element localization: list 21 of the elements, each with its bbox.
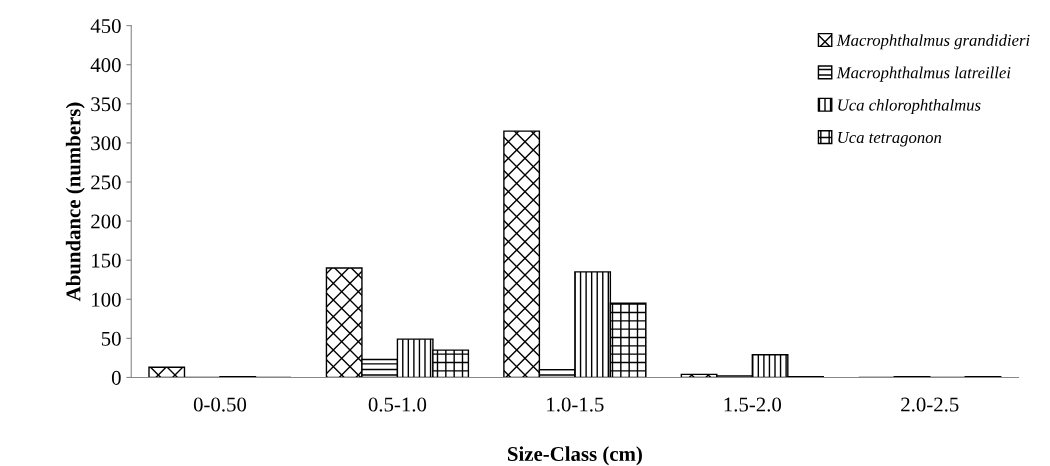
y-tick-label: 400 bbox=[90, 58, 121, 73]
legend-label: Uca chlorophthalmus bbox=[838, 98, 981, 115]
x-tick-label: 0-0.50 bbox=[193, 397, 247, 412]
legend-label: Macrophthalmus latreillei bbox=[836, 66, 1011, 82]
y-tick-label: 300 bbox=[91, 136, 121, 151]
y-tick-label: 200 bbox=[91, 214, 121, 229]
legend-label: Uca tetragonon bbox=[838, 131, 942, 147]
x-axis-title: Size-Class (cm) bbox=[508, 446, 642, 466]
y-tick-label: 50 bbox=[101, 331, 121, 346]
x-tick-label: 0.5-1.0 bbox=[368, 397, 427, 412]
legend-label: Macrophthalmus grandidieri bbox=[836, 34, 1030, 50]
x-tick-label: 1.5-2.0 bbox=[724, 397, 782, 412]
y-tick-label: 250 bbox=[91, 175, 121, 190]
y-tick-label: 350 bbox=[91, 97, 121, 112]
y-tick-label: 0 bbox=[111, 370, 121, 385]
x-tick-label: 1.0-1.5 bbox=[547, 397, 604, 412]
x-tick-label: 2.0-2.5 bbox=[901, 397, 959, 412]
y-tick-label: 450 bbox=[90, 19, 121, 34]
y-tick-label: 150 bbox=[92, 253, 121, 268]
y-axis-title: Abundance (numbers) bbox=[65, 102, 85, 302]
y-tick-label: 100 bbox=[92, 292, 121, 307]
